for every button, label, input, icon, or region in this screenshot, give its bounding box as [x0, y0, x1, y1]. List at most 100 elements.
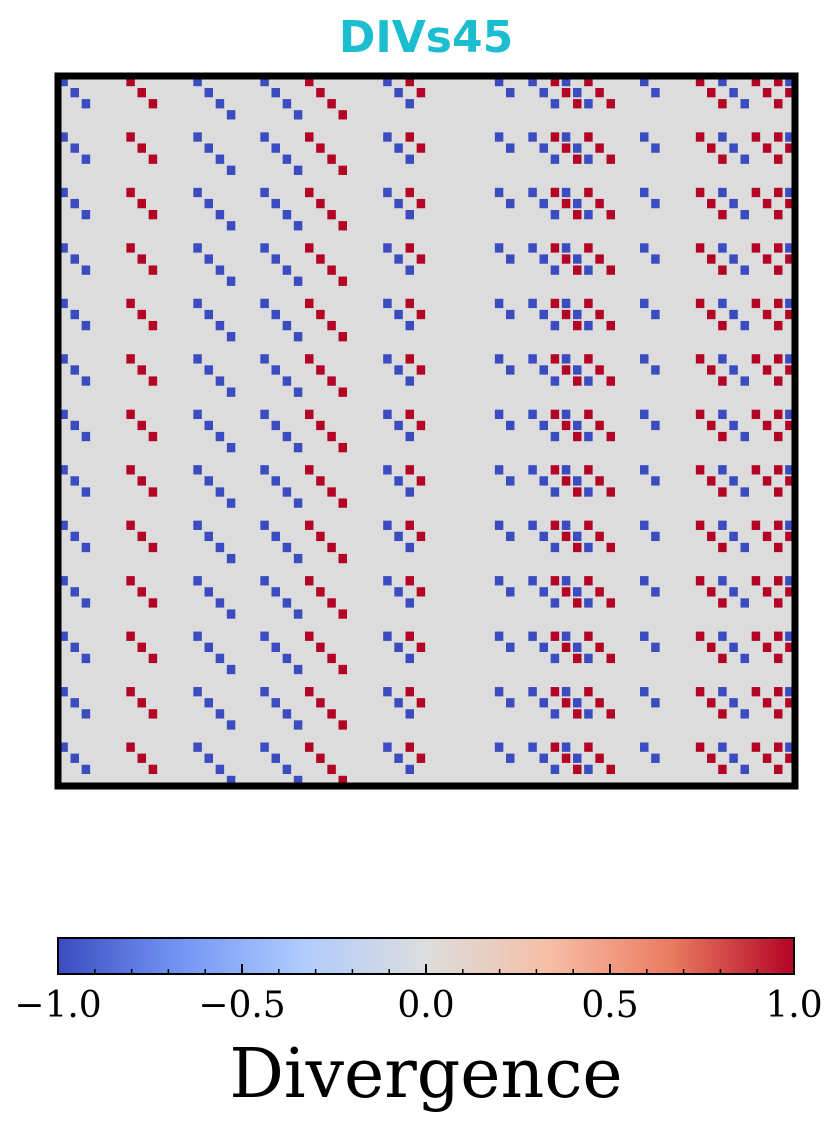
- heatmap-cell: [550, 320, 560, 331]
- heatmap-cell: [695, 520, 705, 530]
- heatmap-cell: [506, 87, 515, 98]
- heatmap-cell: [282, 487, 292, 497]
- heatmap-cell: [740, 376, 749, 386]
- heatmap-cell: [506, 531, 515, 542]
- heatmap-cell: [729, 365, 738, 375]
- heatmap-cell: [718, 354, 727, 364]
- heatmap-cell: [573, 154, 582, 164]
- heatmap-cell: [506, 753, 515, 763]
- heatmap-cell: [416, 254, 426, 264]
- heatmap-cell: [561, 76, 571, 87]
- heatmap-cell: [561, 576, 571, 586]
- heatmap-cell: [561, 132, 571, 142]
- heatmap-cell: [226, 276, 236, 286]
- heatmap-cell: [293, 775, 303, 786]
- heatmap-cell: [405, 99, 414, 109]
- heatmap-cell: [282, 709, 292, 719]
- heatmap-cell: [528, 243, 537, 253]
- heatmap-cell: [584, 320, 593, 331]
- heatmap-cell: [561, 409, 571, 420]
- heatmap-cell: [561, 531, 571, 542]
- heatmap-cell: [651, 698, 660, 708]
- heatmap-cell: [316, 642, 325, 652]
- heatmap-cell: [416, 365, 426, 375]
- heatmap-cell: [394, 753, 403, 763]
- heatmap-cell: [305, 187, 314, 198]
- heatmap-cell: [651, 309, 660, 320]
- heatmap-cell: [774, 376, 783, 386]
- heatmap-cell: [651, 476, 660, 486]
- heatmap-cell: [383, 76, 392, 87]
- heatmap-cell: [137, 531, 146, 542]
- heatmap-cell: [595, 587, 604, 597]
- heatmap-cell: [394, 87, 403, 98]
- heatmap-cell: [573, 210, 582, 220]
- heatmap-cell: [316, 309, 325, 320]
- heatmap-cell: [751, 631, 761, 641]
- heatmap-cell: [394, 420, 403, 431]
- heatmap-cell: [774, 265, 783, 275]
- heatmap-cell: [59, 742, 68, 752]
- heatmap-cell: [561, 587, 571, 597]
- heatmap-cell: [640, 520, 649, 530]
- heatmap-cell: [405, 409, 414, 420]
- heatmap-cell: [282, 320, 292, 331]
- heatmap-cell: [785, 309, 794, 320]
- heatmap-cell: [59, 76, 68, 87]
- heatmap-cell: [595, 420, 604, 431]
- heatmap-cell: [81, 598, 91, 608]
- heatmap-cell: [561, 298, 571, 309]
- heatmap-cell: [204, 365, 213, 375]
- heatmap-cell: [383, 132, 392, 142]
- heatmap-cell: [282, 376, 292, 386]
- heatmap-cell: [271, 642, 280, 652]
- heatmap-cell: [561, 753, 571, 763]
- heatmap-cell: [785, 753, 794, 763]
- heatmap-cell: [394, 476, 403, 486]
- heatmap-cell: [293, 387, 303, 397]
- heatmap-cell: [70, 587, 79, 597]
- heatmap-cell: [148, 99, 158, 109]
- heatmap-cell: [405, 631, 414, 641]
- heatmap-cell: [762, 87, 772, 98]
- heatmap-cell: [561, 309, 571, 320]
- heatmap-cell: [405, 598, 414, 608]
- heatmap-cell: [193, 687, 202, 697]
- heatmap-cell: [695, 76, 705, 87]
- heatmap-cell: [561, 198, 571, 209]
- heatmap-cell: [573, 143, 582, 153]
- heatmap-cell: [81, 99, 91, 109]
- heatmap-cell: [584, 487, 593, 497]
- heatmap-cell: [550, 631, 560, 641]
- heatmap-cell: [606, 431, 615, 442]
- heatmap-cell: [59, 187, 68, 198]
- heatmap-cell: [148, 487, 158, 497]
- heatmap-cell: [762, 309, 772, 320]
- heatmap-cell: [774, 576, 783, 586]
- heatmap-cell: [405, 187, 414, 198]
- heatmap-cell: [148, 764, 158, 775]
- heatmap-cell: [729, 198, 738, 209]
- heatmap-cell: [293, 442, 303, 453]
- heatmap-cell: [405, 243, 414, 253]
- heatmap-cell: [550, 687, 560, 697]
- heatmap-cell: [740, 320, 749, 331]
- heatmap-cell: [394, 365, 403, 375]
- heatmap-cell: [707, 587, 716, 597]
- heatmap-cell: [539, 309, 548, 320]
- heatmap-cell: [606, 487, 615, 497]
- heatmap-cell: [539, 642, 548, 652]
- heatmap-cell: [539, 198, 548, 209]
- heatmap-cell: [718, 520, 727, 530]
- heatmap-cell: [718, 653, 727, 664]
- heatmap-cell: [494, 742, 504, 752]
- heatmap-cell: [729, 87, 738, 98]
- heatmap-cell: [584, 520, 593, 530]
- heatmap-cell: [774, 298, 783, 309]
- heatmap-cell: [327, 709, 336, 719]
- heatmap-cell: [774, 132, 783, 142]
- heatmap-cell: [394, 254, 403, 264]
- heatmap-cell: [718, 187, 727, 198]
- heatmap-cell: [539, 365, 548, 375]
- heatmap-cell: [528, 298, 537, 309]
